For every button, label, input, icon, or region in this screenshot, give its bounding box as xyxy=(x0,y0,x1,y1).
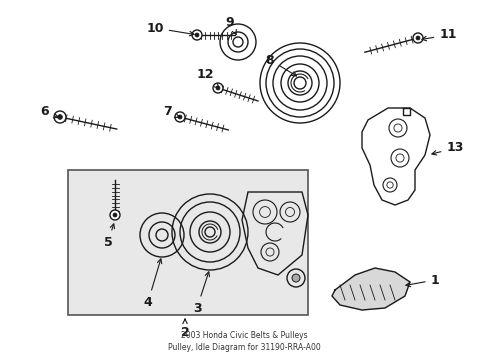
Circle shape xyxy=(216,86,220,90)
FancyBboxPatch shape xyxy=(68,170,307,315)
Text: 1: 1 xyxy=(405,274,439,287)
Circle shape xyxy=(291,274,299,282)
Circle shape xyxy=(54,111,66,123)
Text: 2: 2 xyxy=(180,319,189,338)
Text: 4: 4 xyxy=(143,259,162,309)
Text: 13: 13 xyxy=(431,141,463,155)
Text: 12: 12 xyxy=(196,68,219,88)
Text: 8: 8 xyxy=(265,54,296,76)
Text: 11: 11 xyxy=(421,28,456,41)
Text: 2003 Honda Civic Belts & Pulleys
Pulley, Idle Diagram for 31190-RRA-A00: 2003 Honda Civic Belts & Pulleys Pulley,… xyxy=(167,331,320,352)
Circle shape xyxy=(195,33,199,37)
Text: 10: 10 xyxy=(146,22,194,36)
Text: 7: 7 xyxy=(163,105,179,118)
Circle shape xyxy=(213,83,223,93)
Circle shape xyxy=(192,30,202,40)
Polygon shape xyxy=(331,268,409,310)
Text: 3: 3 xyxy=(192,272,209,315)
Text: 5: 5 xyxy=(103,224,114,248)
Text: 9: 9 xyxy=(225,15,236,35)
Circle shape xyxy=(415,36,419,40)
Circle shape xyxy=(412,33,422,43)
Text: 6: 6 xyxy=(41,105,58,118)
Circle shape xyxy=(110,210,120,220)
Circle shape xyxy=(113,213,117,217)
Circle shape xyxy=(58,114,62,120)
Circle shape xyxy=(175,112,184,122)
Circle shape xyxy=(178,115,182,119)
